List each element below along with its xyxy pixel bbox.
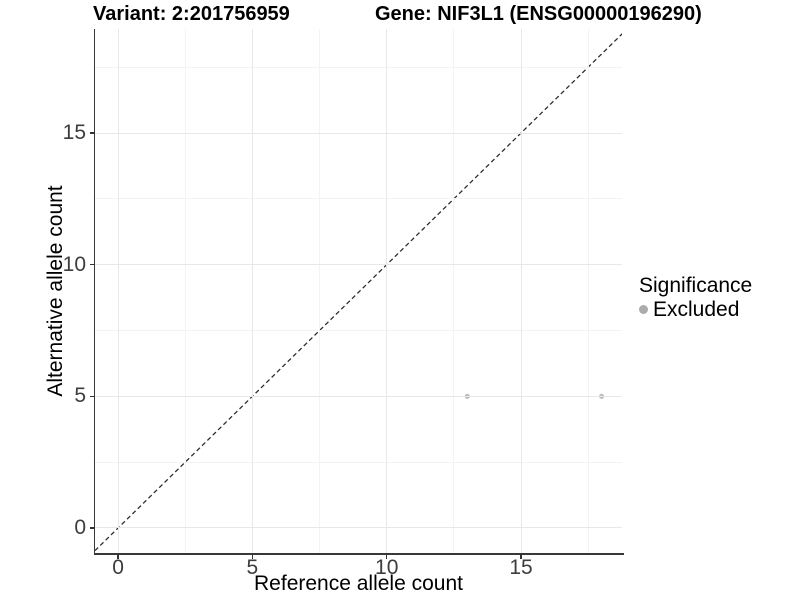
y-axis-tick-label: 0 bbox=[74, 515, 86, 539]
y-axis-tick-mark bbox=[89, 527, 95, 529]
y-axis-title: Alternative allele count bbox=[44, 185, 67, 397]
x-axis-tick-mark bbox=[117, 553, 119, 559]
gridline-horizontal-major bbox=[95, 527, 622, 529]
gridline-vertical-minor bbox=[184, 29, 186, 553]
x-axis-tick-label: 0 bbox=[112, 556, 124, 579]
gridline-horizontal-minor bbox=[95, 461, 622, 463]
identity-reference-line bbox=[95, 33, 622, 552]
y-axis-line bbox=[93, 29, 95, 554]
y-axis-tick-mark bbox=[89, 132, 95, 134]
x-axis-tick-mark bbox=[520, 553, 522, 559]
legend-entry-label: Excluded bbox=[653, 298, 740, 321]
chart-canvas bbox=[95, 33, 622, 552]
x-axis-tick-label: 5 bbox=[246, 556, 259, 579]
gridline-horizontal-minor bbox=[95, 66, 622, 68]
y-axis-tick-mark bbox=[89, 395, 95, 398]
x-axis-line bbox=[93, 553, 624, 555]
plot-title-variant: Variant: 2:201756959 bbox=[93, 3, 290, 25]
gridline-vertical-minor bbox=[319, 29, 321, 553]
y-axis-tick-label: 15 bbox=[62, 121, 86, 144]
gridline-horizontal-minor bbox=[95, 198, 622, 200]
gridline-vertical-minor bbox=[587, 29, 589, 553]
y-axis-tick-mark bbox=[89, 263, 95, 266]
x-axis-title: Reference allele count bbox=[254, 572, 463, 595]
legend-entry-excluded: Excluded bbox=[639, 298, 752, 321]
legend: Significance Excluded bbox=[639, 274, 752, 321]
gridline-vertical-major bbox=[117, 29, 119, 553]
plot-title-gene: Gene: NIF3L1 (ENSG00000196290) bbox=[375, 3, 702, 25]
gridline-vertical-major bbox=[251, 29, 253, 553]
gridline-horizontal-major bbox=[95, 395, 622, 397]
y-axis-tick-label: 5 bbox=[74, 384, 86, 408]
x-axis-tick-mark bbox=[251, 553, 254, 559]
x-axis-tick-label: 10 bbox=[375, 556, 399, 579]
excluded-point-icon bbox=[639, 305, 648, 314]
x-axis-tick-mark bbox=[385, 553, 388, 559]
plot-panel bbox=[95, 29, 622, 553]
gridline-vertical-minor bbox=[453, 29, 455, 553]
gridline-horizontal-major bbox=[95, 132, 622, 134]
y-axis-tick-label: 10 bbox=[62, 252, 86, 276]
gridline-horizontal-major bbox=[95, 264, 622, 266]
gridline-vertical-major bbox=[520, 29, 522, 553]
gridline-vertical-major bbox=[386, 29, 388, 553]
legend-title: Significance bbox=[639, 274, 753, 297]
x-axis-tick-label: 15 bbox=[509, 556, 533, 579]
gridline-horizontal-minor bbox=[95, 329, 622, 331]
